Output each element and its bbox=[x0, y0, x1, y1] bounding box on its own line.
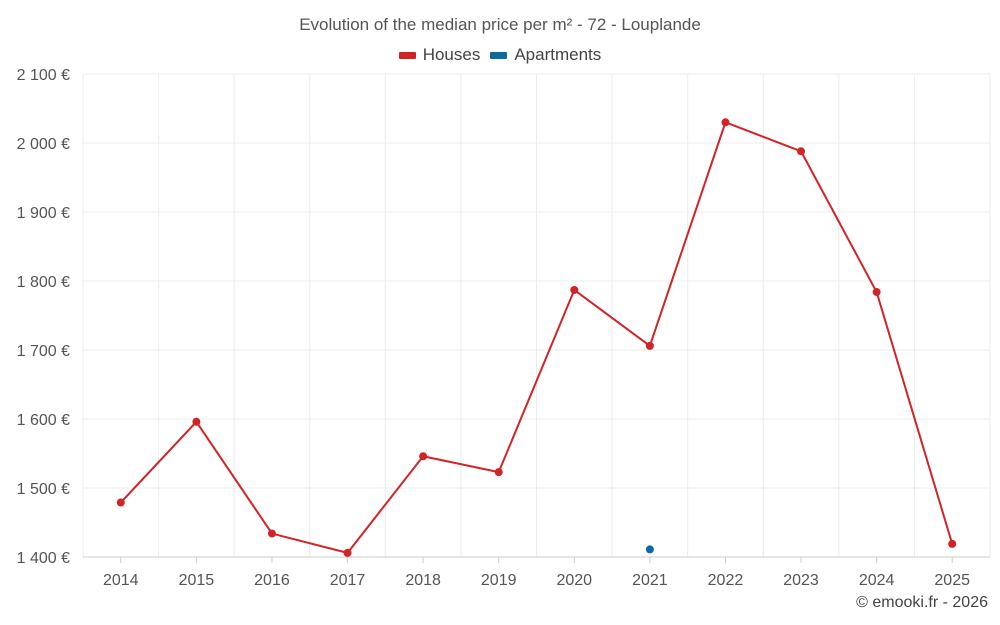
x-tick-label: 2021 bbox=[632, 572, 668, 589]
y-tick-label: 1 400 € bbox=[17, 550, 70, 567]
legend-swatch-apartments bbox=[490, 51, 508, 59]
x-tick-label: 2023 bbox=[783, 572, 819, 589]
y-tick-label: 2 100 € bbox=[17, 67, 70, 84]
data-point-houses bbox=[116, 498, 125, 507]
credit-text: © emooki.fr - 2026 bbox=[856, 594, 988, 611]
data-point-apartments bbox=[645, 545, 654, 554]
x-tick-label: 2018 bbox=[405, 572, 441, 589]
data-point-houses bbox=[192, 417, 201, 426]
data-point-houses bbox=[419, 452, 428, 461]
legend-swatch-houses bbox=[398, 51, 416, 59]
x-tick-label: 2025 bbox=[934, 572, 970, 589]
y-tick-label: 1 600 € bbox=[17, 412, 70, 429]
legend-item-houses[interactable]: Houses bbox=[398, 45, 481, 65]
data-point-houses bbox=[721, 118, 730, 127]
legend-item-apartments[interactable]: Apartments bbox=[490, 45, 601, 65]
data-point-houses bbox=[494, 468, 503, 477]
y-tick-label: 2 000 € bbox=[17, 136, 70, 153]
x-tick-label: 2020 bbox=[556, 572, 592, 589]
data-point-houses bbox=[645, 341, 654, 350]
chart-title: Evolution of the median price per m² - 7… bbox=[299, 15, 701, 34]
y-tick-label: 1 700 € bbox=[17, 343, 70, 360]
legend-label-apartments: Apartments bbox=[514, 45, 602, 64]
data-point-houses bbox=[948, 539, 957, 548]
chart-legend: Houses Apartments bbox=[0, 45, 1000, 65]
x-tick-label: 2016 bbox=[254, 572, 290, 589]
x-tick-label: 2017 bbox=[330, 572, 366, 589]
x-tick-label: 2015 bbox=[179, 572, 215, 589]
x-tick-label: 2024 bbox=[859, 572, 895, 589]
data-point-houses bbox=[343, 548, 352, 557]
x-tick-label: 2019 bbox=[481, 572, 517, 589]
y-tick-label: 1 500 € bbox=[17, 481, 70, 498]
y-tick-label: 1 800 € bbox=[17, 274, 70, 291]
data-point-houses bbox=[267, 529, 276, 538]
legend-label-houses: Houses bbox=[422, 45, 481, 64]
x-tick-label: 2014 bbox=[103, 572, 139, 589]
data-point-houses bbox=[872, 288, 881, 297]
data-point-houses bbox=[570, 285, 579, 294]
y-tick-label: 1 900 € bbox=[17, 205, 70, 222]
x-tick-label: 2022 bbox=[708, 572, 744, 589]
series-line-houses bbox=[120, 121, 954, 554]
data-point-houses bbox=[797, 147, 806, 156]
